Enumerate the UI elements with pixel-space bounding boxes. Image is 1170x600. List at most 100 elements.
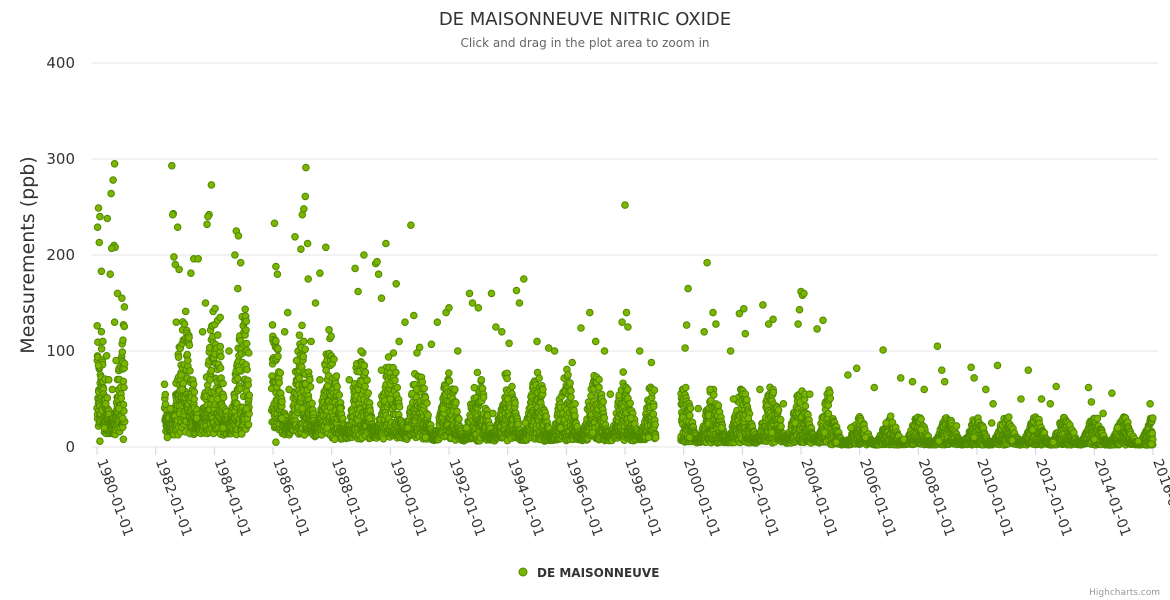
data-point (216, 342, 225, 351)
data-point (185, 341, 194, 350)
x-tick-label: 2006-01-01 (856, 457, 899, 539)
x-tick-label: 1998-01-01 (621, 457, 664, 539)
data-point (308, 399, 316, 408)
data-point (415, 343, 424, 352)
data-point (325, 326, 333, 334)
y-tick-label: 0 (65, 438, 75, 456)
scatter-points (93, 160, 1157, 449)
data-point (120, 303, 129, 311)
data-point (595, 375, 603, 384)
data-point (306, 383, 315, 391)
data-point (393, 383, 402, 392)
chart-title: DE MAISONNEUVE NITRIC OXIDE (439, 9, 731, 30)
data-point (120, 322, 129, 331)
data-point (242, 326, 250, 334)
data-point (777, 422, 785, 431)
data-point (236, 384, 244, 393)
x-tick-label: 1990-01-01 (387, 457, 430, 539)
data-point (243, 365, 251, 374)
data-point (424, 411, 432, 419)
data-point (120, 383, 128, 392)
data-point (278, 398, 286, 406)
chart-subtitle: Click and drag in the plot area to zoom … (460, 36, 709, 50)
data-point (234, 374, 242, 383)
y-tick-label: 200 (46, 246, 75, 264)
data-point (241, 305, 249, 314)
data-point (244, 420, 253, 429)
data-point (364, 389, 373, 397)
data-point (190, 395, 198, 403)
data-point (651, 433, 660, 442)
data-point (97, 327, 106, 336)
data-point (445, 377, 454, 385)
data-point (180, 320, 189, 328)
data-point (327, 332, 336, 341)
data-point (295, 331, 304, 340)
data-point (298, 321, 306, 330)
x-tick-label: 2000-01-01 (680, 457, 723, 539)
x-tick-label: 1982-01-01 (152, 457, 195, 539)
data-point (185, 333, 193, 342)
data-point (567, 393, 575, 401)
data-point (743, 395, 751, 404)
data-point (651, 420, 660, 429)
x-tick-label: 1986-01-01 (269, 457, 312, 539)
x-tick-label: 1992-01-01 (445, 457, 488, 539)
data-point (120, 359, 129, 368)
data-point (571, 412, 579, 420)
data-point (452, 398, 460, 407)
data-point (275, 378, 284, 387)
data-point (595, 383, 603, 392)
data-point (361, 382, 369, 391)
data-point (511, 399, 519, 407)
data-point (566, 379, 574, 387)
data-point (244, 381, 252, 389)
data-point (600, 414, 609, 422)
data-point (714, 401, 723, 410)
y-axis-label: Measurements (ppb) (17, 156, 39, 353)
data-point (445, 369, 453, 377)
data-point (650, 386, 659, 394)
data-point (682, 383, 690, 392)
x-tick-label: 1994-01-01 (504, 457, 547, 539)
data-point (826, 394, 835, 403)
data-point (301, 345, 310, 354)
x-tick-label: 1980-01-01 (93, 457, 136, 539)
data-point (453, 407, 461, 416)
data-point (211, 304, 219, 313)
data-point (186, 367, 194, 375)
data-point (389, 349, 398, 357)
x-tick-label: 2004-01-01 (797, 457, 840, 539)
data-point (479, 393, 488, 402)
data-point (213, 331, 222, 339)
data-point (161, 390, 170, 399)
data-point (295, 374, 303, 383)
data-point (117, 394, 126, 403)
data-point (174, 353, 183, 362)
data-point (207, 366, 216, 375)
data-point (330, 355, 338, 364)
data-point (360, 361, 369, 370)
data-point (245, 349, 253, 357)
data-point (268, 321, 277, 329)
data-point (300, 337, 308, 346)
data-point (306, 375, 314, 384)
data-point (420, 384, 429, 393)
x-tick-label: 1996-01-01 (563, 457, 606, 539)
x-tick-label: 2016-01-01 (1149, 457, 1170, 539)
data-point (238, 430, 246, 438)
x-tick-label: 2010-01-01 (973, 457, 1016, 539)
data-point (118, 348, 127, 356)
data-point (535, 374, 544, 383)
data-point (599, 398, 608, 406)
data-point (686, 411, 694, 420)
data-point (361, 368, 370, 377)
x-tick-label: 2008-01-01 (915, 457, 958, 539)
data-point (626, 399, 635, 408)
data-point (395, 403, 404, 411)
data-point (363, 376, 371, 385)
data-point (189, 380, 198, 389)
